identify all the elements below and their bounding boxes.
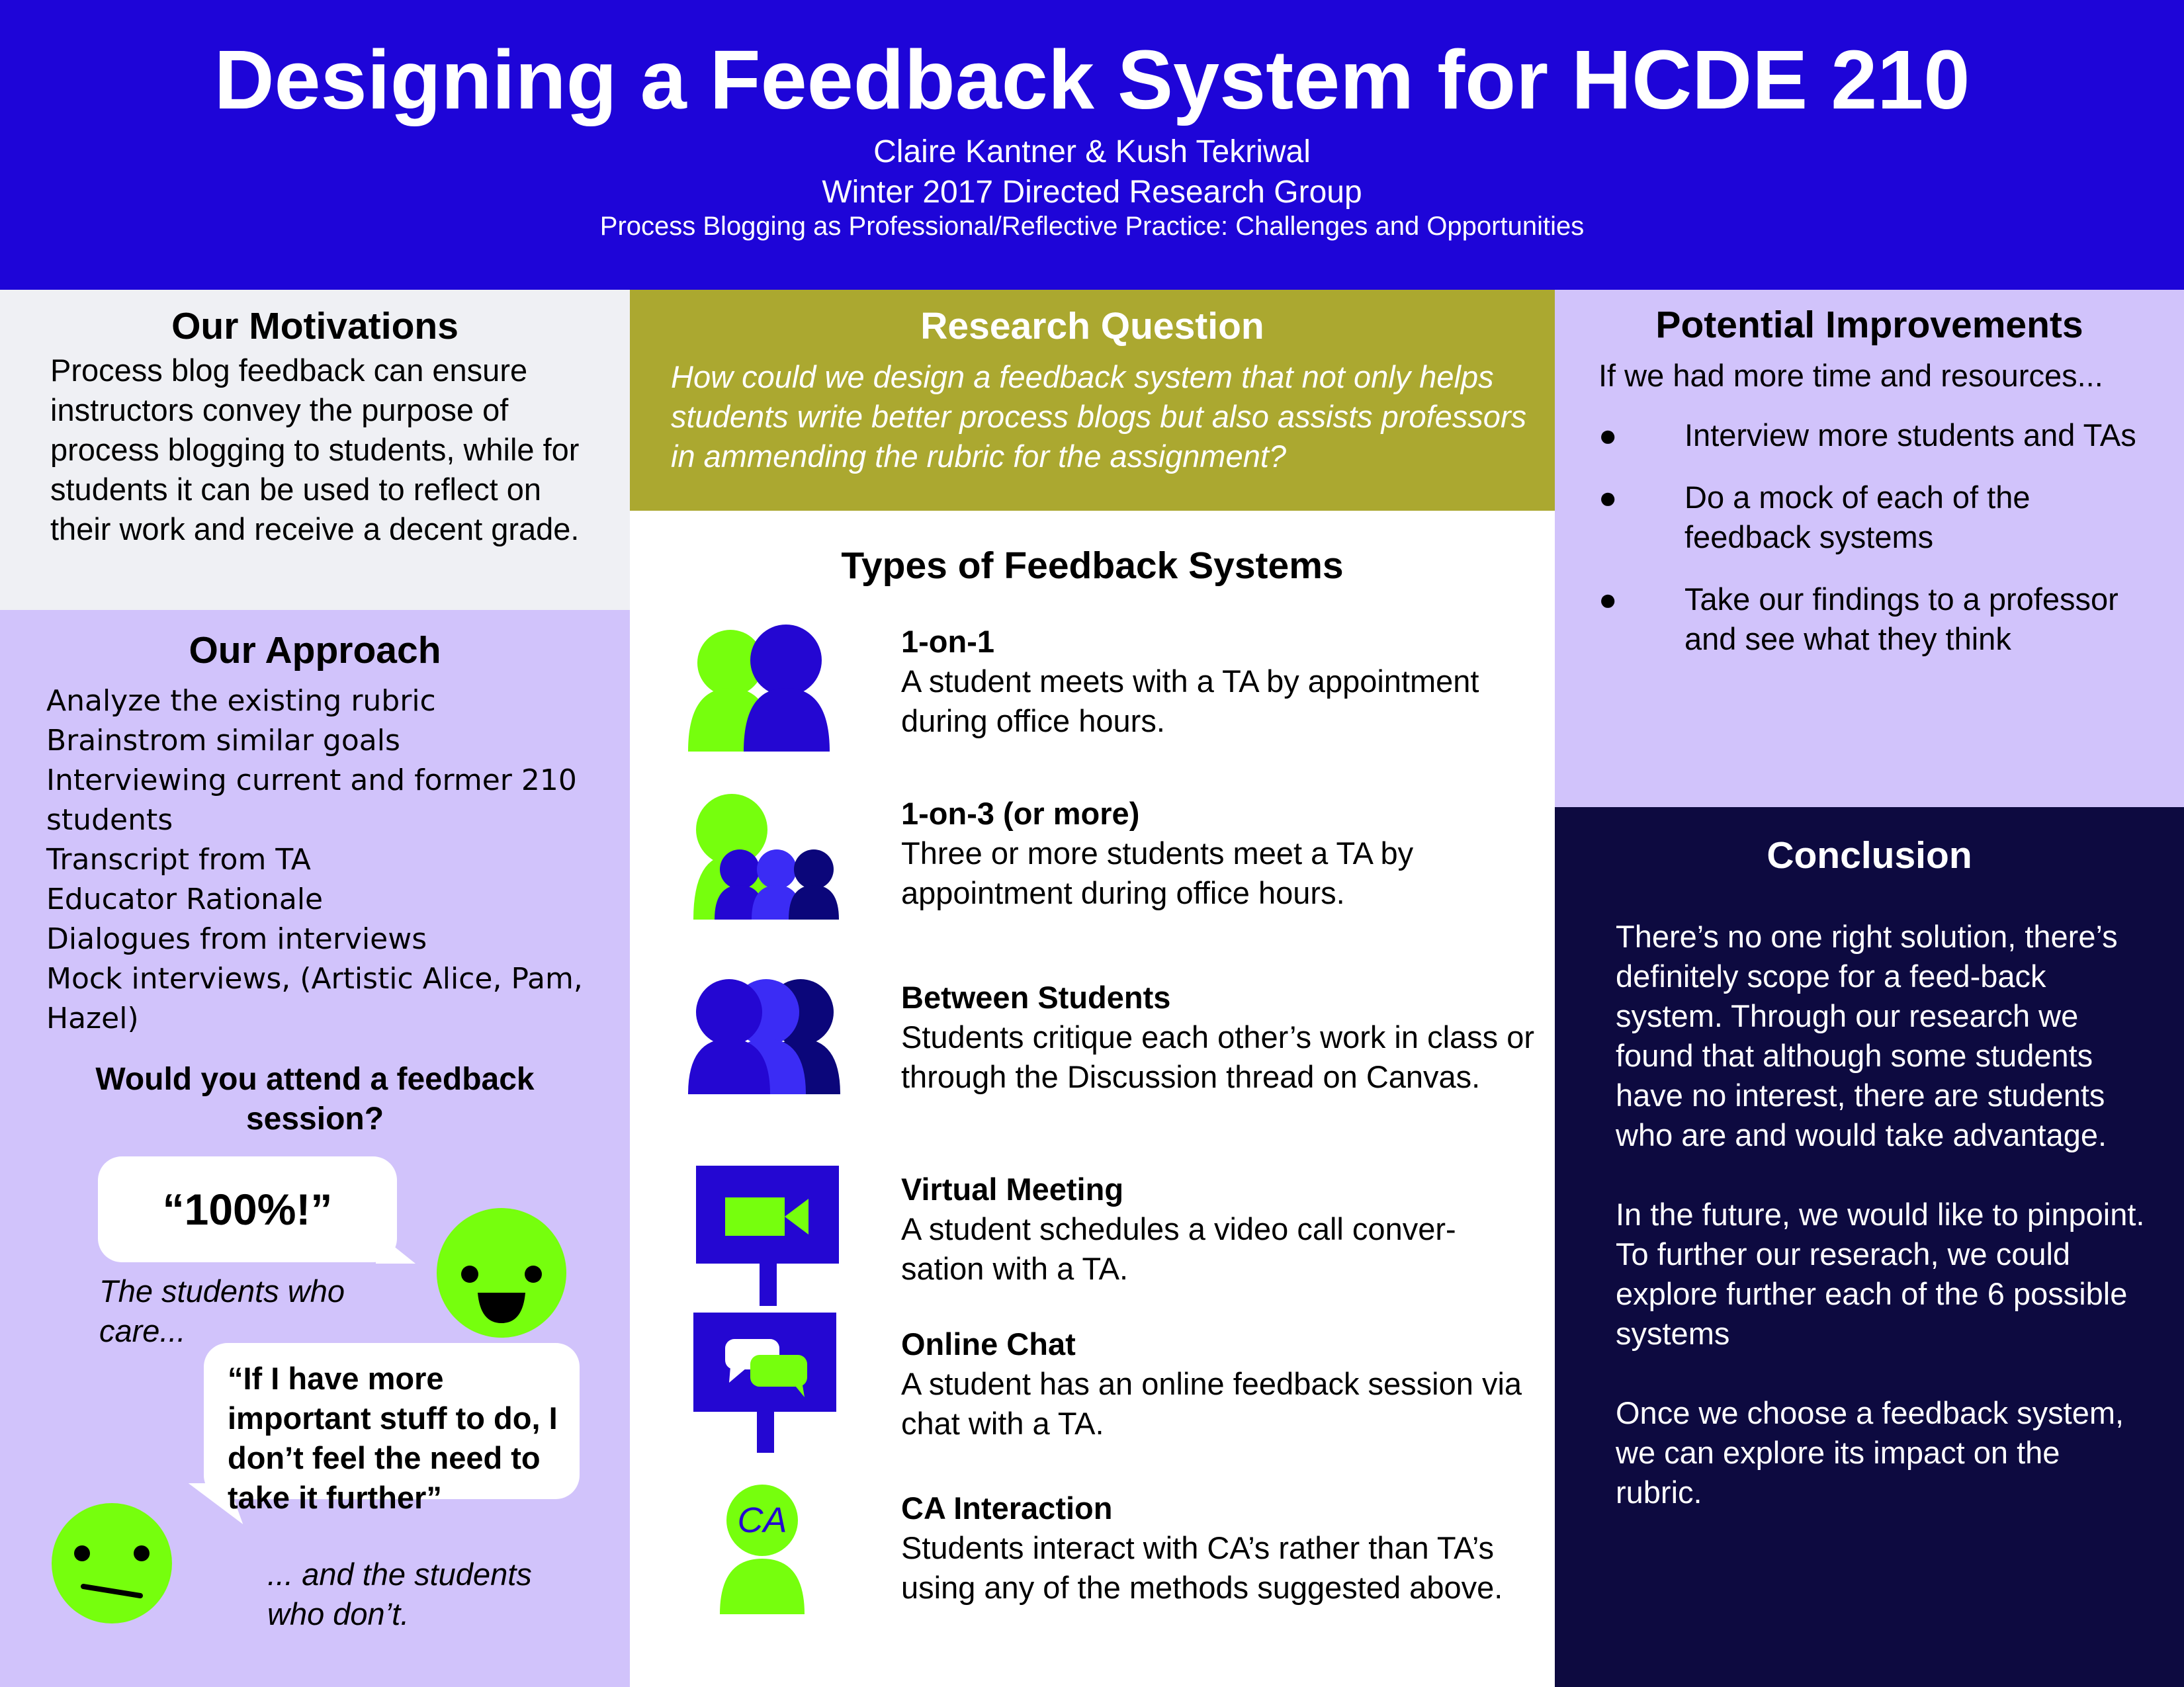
approach-heading: Our Approach: [189, 629, 441, 671]
caption-students-dont: ... and the students who don’t.: [267, 1557, 532, 1631]
bullet-icon: ●: [1598, 582, 1618, 617]
peer-students-icon: [688, 979, 840, 1094]
feedback-type-name: 1-on-3 (or more): [901, 796, 1140, 831]
conclusion-paragraph: Once we choose a feedback system, we can…: [1616, 1395, 2124, 1510]
ca-person-icon: CA: [720, 1485, 805, 1614]
feedback-type-desc: A student meets with a TA by appointment…: [901, 664, 1479, 738]
list-item: Interviewing current and former 210 stud…: [46, 763, 577, 837]
project-name: Process Blogging as Professional/Reflect…: [599, 212, 1585, 241]
approach-list: Analyze the existing rubric Brainstrom s…: [46, 681, 595, 1039]
research-group: Winter 2017 Directed Research Group: [822, 175, 1362, 210]
ca-label: CA: [737, 1500, 787, 1540]
feedback-type-name: CA Interaction: [901, 1491, 1113, 1526]
feedback-types-heading: Types of Feedback Systems: [841, 544, 1344, 587]
feedback-type-desc: Students critique each other’s work in c…: [901, 1019, 1535, 1094]
neutral-face-icon: [52, 1503, 172, 1623]
attend-question: Would you attend a feedback session?: [95, 1062, 535, 1137]
feedback-type-name: Virtual Meeting: [901, 1172, 1124, 1207]
conclusion-paragraph: There’s no one right solution, there’s d…: [1616, 919, 2118, 1152]
poster-header: Designing a Feedback System for HCDE 210…: [0, 0, 2184, 290]
list-item: Educator Rationale: [46, 883, 324, 916]
list-item: Brainstrom similar goals: [46, 724, 400, 757]
feedback-type-desc: A student schedules a video call conver-…: [901, 1211, 1456, 1286]
motivations-text: Process blog feedback can ensure instruc…: [50, 353, 580, 546]
list-item: Mock interviews, (Artistic Alice, Pam, H…: [46, 962, 583, 1035]
bullet-icon: ●: [1598, 480, 1618, 515]
caption-students-care: The students who care...: [99, 1274, 345, 1348]
bullet-icon: ●: [1598, 417, 1618, 453]
feedback-type-desc: A student has an online feedback session…: [901, 1366, 1522, 1441]
quote-no: “If I have more important stuff to do, I…: [228, 1361, 558, 1515]
improvements-list: ● Interview more students and TAs ● Do a m…: [1598, 415, 2154, 681]
authors: Claire Kantner & Kush Tekriwal: [873, 134, 1311, 169]
conclusion-heading: Conclusion: [1767, 834, 1972, 877]
one-on-one-icon: [688, 625, 830, 752]
conclusion-section: Conclusion There’s no one right solution…: [1555, 807, 2184, 1687]
improvements-heading: Potential Improvements: [1655, 304, 2083, 346]
video-camera-icon: [696, 1166, 839, 1306]
speech-bubble-yes: “100%!”: [98, 1156, 415, 1264]
list-item: ● Interview more students and TAs: [1598, 415, 2154, 455]
speech-bubble-no: “If I have more important stuff to do, I…: [188, 1343, 580, 1524]
feedback-type-desc: Students interact with CA’s rather than …: [901, 1530, 1503, 1605]
research-question-text: How could we design a feedback system th…: [671, 359, 1527, 474]
chat-bubbles-icon: [693, 1313, 836, 1453]
feedback-type-name: 1-on-1: [901, 624, 994, 659]
feedback-type-desc: Three or more students meet a TA by appo…: [901, 836, 1414, 910]
motivations-heading: Our Motivations: [171, 305, 459, 347]
list-item: Transcript from TA: [46, 843, 311, 877]
quote-yes: “100%!”: [162, 1185, 333, 1234]
poster-title: Designing a Feedback System for HCDE 210: [214, 33, 1970, 126]
list-item: Analyze the existing rubric: [46, 684, 436, 718]
list-item: Dialogues from interviews: [46, 922, 427, 956]
group-meeting-icon: [693, 794, 839, 920]
list-item: ● Do a mock of each of the feedback syste…: [1598, 478, 2154, 557]
conclusion-paragraph: In the future, we would like to pinpoint…: [1616, 1197, 2145, 1351]
feedback-types-section: Types of Feedback Systems 1-on-1 A stude…: [630, 511, 1555, 1687]
motivations-section: Our Motivations Process blog feedback ca…: [0, 290, 630, 610]
improvements-section: Potential Improvements If we had more ti…: [1555, 290, 2184, 807]
feedback-type-name: Between Students: [901, 980, 1171, 1015]
happy-face-icon: [437, 1208, 566, 1338]
approach-section: Our Approach Analyze the existing rubric…: [0, 610, 630, 1687]
research-question-heading: Research Question: [920, 305, 1264, 347]
research-question-section: Research Question How could we design a …: [630, 290, 1555, 511]
feedback-type-name: Online Chat: [901, 1326, 1076, 1362]
list-item: ● Take our findings to a professor and se…: [1598, 580, 2154, 659]
conclusion-text: There’s no one right solution, there’s d…: [1616, 917, 2145, 1552]
improvements-intro: If we had more time and resources...: [1598, 358, 2103, 393]
